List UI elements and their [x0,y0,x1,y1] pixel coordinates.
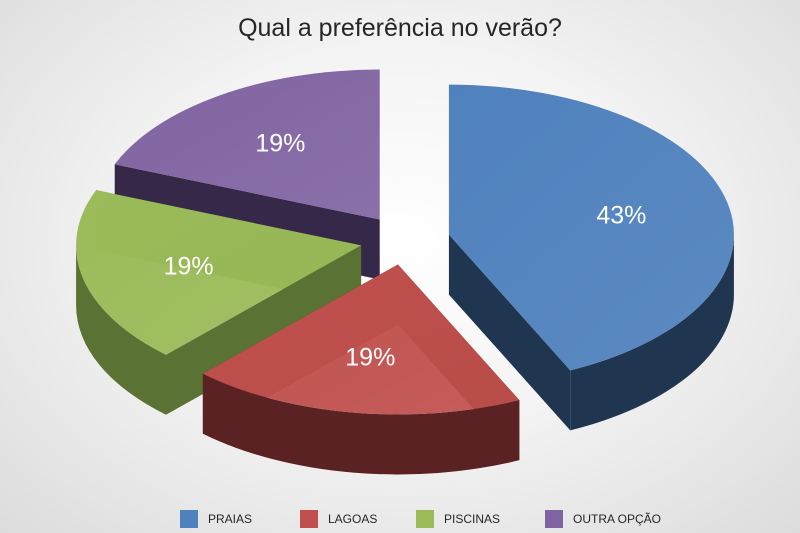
legend-label: PISCINAS [444,512,501,526]
legend-label: OUTRA OPÇÃO [573,512,662,526]
legend-item: LAGOAS [300,508,377,530]
legend-item: PRAIAS [180,508,252,530]
legend-swatch [416,510,434,528]
legend-label: LAGOAS [328,512,378,526]
chart-title: Qual a preferência no verão? [238,14,562,42]
pie-slice-piscinas [76,190,362,355]
data-label: 19% [255,130,305,158]
legend-label: PRAIAS [208,512,253,526]
legend-swatch [300,510,318,528]
pie-slice-outra-op-o [114,69,380,220]
legend-swatch [180,510,198,528]
data-label: 43% [596,201,646,229]
data-label: 19% [345,343,395,371]
legend-item: PISCINAS [416,508,500,530]
legend: PRAIAS LAGOAS PISCINAS OUTRA OPÇÃO [0,508,800,530]
pie-slice-side [448,234,734,431]
data-label: 19% [164,253,214,281]
pie-slice-lagoas [202,264,520,415]
legend-item: OUTRA OPÇÃO [545,508,661,530]
pie-slice-praias [448,84,734,371]
legend-swatch [545,510,563,528]
